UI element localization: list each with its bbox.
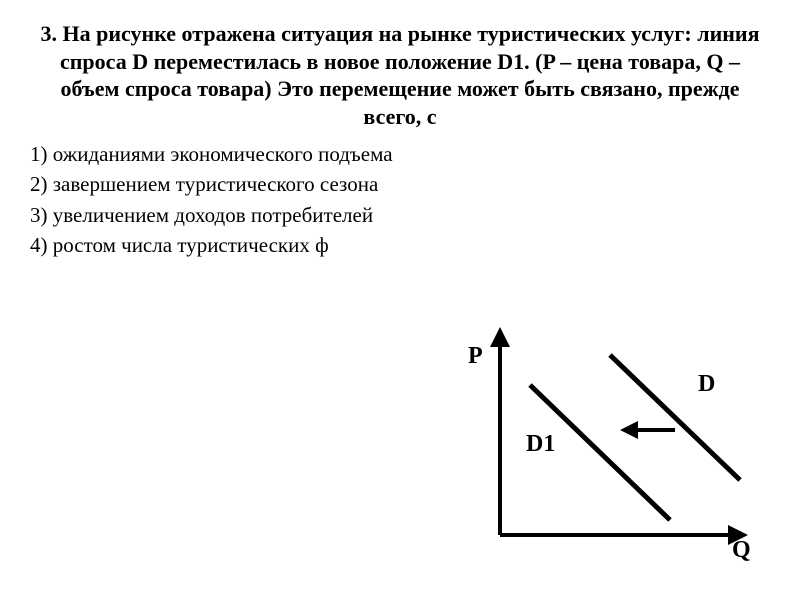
- axis-label-q: Q: [732, 537, 751, 564]
- option-1: 1) ожиданиями экономического подъема: [30, 140, 770, 168]
- demand-chart: P Q D D1: [460, 325, 760, 565]
- demand-line-d: [610, 355, 740, 480]
- shift-arrow-head: [620, 421, 638, 439]
- line-label-d: D: [698, 371, 715, 398]
- option-2: 2) завершением туристического сезона: [30, 170, 770, 198]
- line-label-d1: D1: [526, 431, 555, 458]
- chart-svg: [460, 325, 760, 565]
- option-4: 4) ростом числа туристических ф: [30, 231, 770, 259]
- axis-label-p: P: [468, 343, 483, 370]
- answer-options: 1) ожиданиями экономического подъема 2) …: [30, 140, 770, 259]
- y-axis-arrow: [490, 327, 510, 347]
- question-title: 3. На рисунке отражена ситуация на рынке…: [30, 20, 770, 130]
- option-3: 3) увеличением доходов потребителей: [30, 201, 770, 229]
